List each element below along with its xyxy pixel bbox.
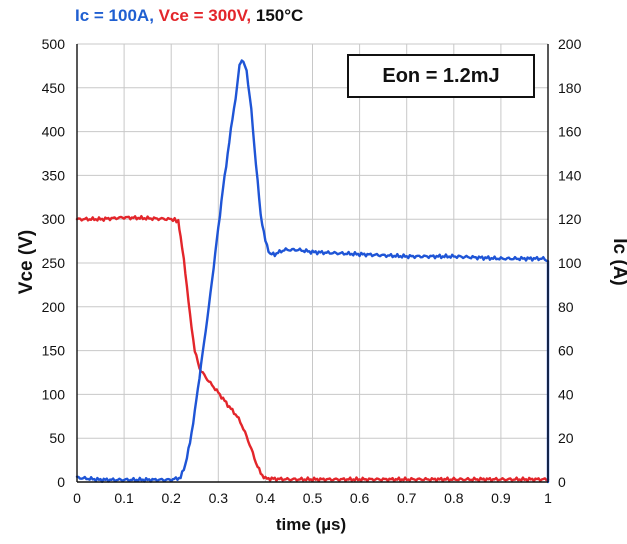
y2-tick-label: 180 <box>558 80 582 96</box>
y-tick-label: 300 <box>42 211 66 227</box>
y2-tick-label: 60 <box>558 343 574 359</box>
y-tick-label: 250 <box>42 255 66 271</box>
y-tick-label: 150 <box>42 343 66 359</box>
x-tick-label: 0.2 <box>161 490 181 506</box>
eon-annotation: Eon = 1.2mJ <box>347 54 535 98</box>
y-tick-label: 200 <box>42 299 66 315</box>
title-part: Vce = 300V, <box>158 6 256 25</box>
gridlines <box>77 43 548 482</box>
eon-annotation-text: Eon = 1.2mJ <box>382 64 500 87</box>
x-tick-label: 0.9 <box>491 490 511 506</box>
axes <box>76 44 549 483</box>
y2-tick-label: 80 <box>558 299 574 315</box>
y-tick-label: 500 <box>42 36 66 52</box>
x-axis-label: time (µs) <box>276 515 346 534</box>
x-tick-label: 0.5 <box>303 490 323 506</box>
y-tick-label: 450 <box>42 80 66 96</box>
y-tick-label: 350 <box>42 167 66 183</box>
x-tick-label: 0.6 <box>350 490 370 506</box>
y2-tick-label: 200 <box>558 36 582 52</box>
x-tick-label: 0 <box>73 490 81 506</box>
tick-labels: 0 0.1 0.2 0.3 0.4 0.5 0.6 0.7 0.8 0.9 105010015020… <box>42 36 582 506</box>
y2-tick-label: 120 <box>558 211 582 227</box>
y-tick-label: 50 <box>49 430 65 446</box>
y2-tick-label: 0 <box>558 474 566 490</box>
x-tick-label: 0.4 <box>256 490 276 506</box>
y2-tick-label: 20 <box>558 430 574 446</box>
y-axis-label: Vce (V) <box>16 230 37 294</box>
y2-tick-label: 140 <box>558 167 582 183</box>
y2-tick-label: 40 <box>558 386 574 402</box>
x-tick-label: 0.1 <box>114 490 134 506</box>
y2-tick-label: 100 <box>558 255 582 271</box>
series-line-vce <box>75 214 550 483</box>
series-lines <box>75 59 550 484</box>
series-line-ic <box>75 59 550 484</box>
chart-title: Ic = 100A, Vce = 300V, 150°C <box>75 6 303 26</box>
title-part: Ic = 100A, <box>75 6 159 25</box>
y2-tick-label: 160 <box>558 124 582 140</box>
x-tick-label: 0.8 <box>444 490 464 506</box>
y-tick-label: 0 <box>57 474 65 490</box>
x-tick-label: 1 <box>544 490 552 506</box>
y2-axis-label: Ic (A) <box>609 238 627 286</box>
title-part: 150°C <box>255 6 304 25</box>
x-tick-label: 0.7 <box>397 490 417 506</box>
y-tick-label: 100 <box>42 386 66 402</box>
x-tick-label: 0.3 <box>209 490 229 506</box>
y-tick-label: 400 <box>42 124 66 140</box>
